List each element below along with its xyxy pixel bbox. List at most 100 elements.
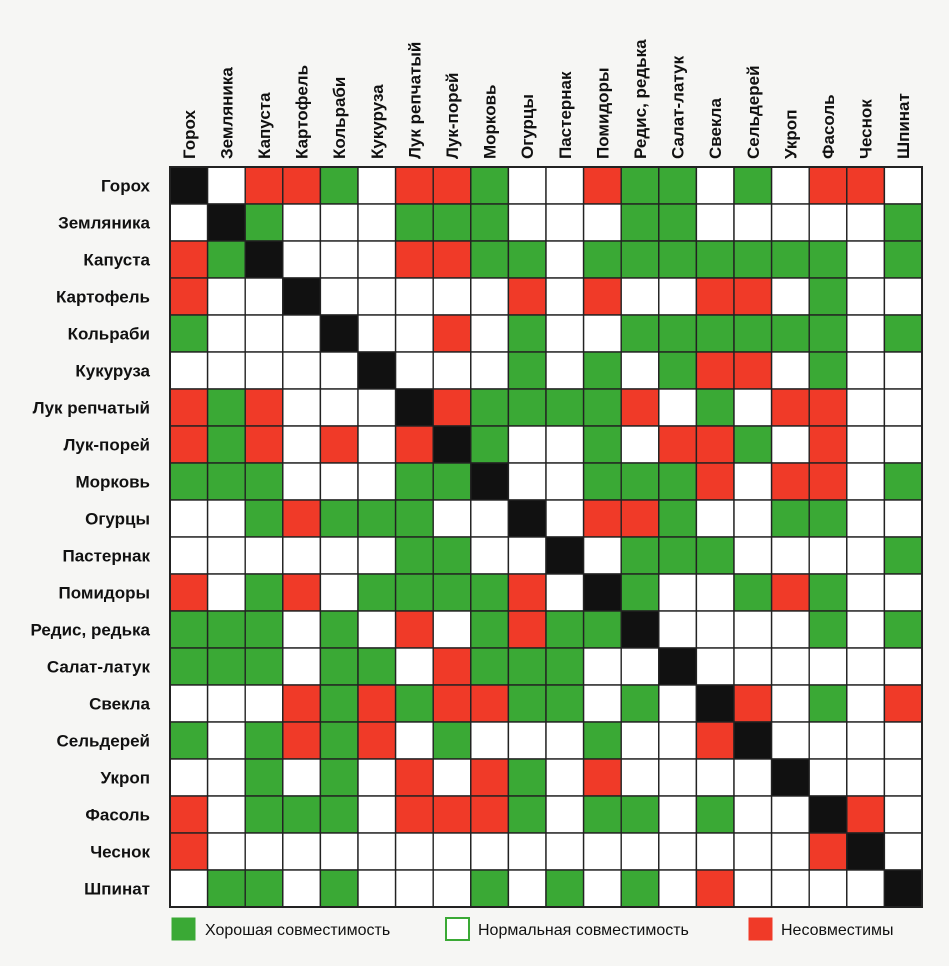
matrix-cell xyxy=(658,610,698,649)
matrix-cell xyxy=(432,573,472,612)
column-label: Фасоль xyxy=(819,94,838,159)
column-label: Земляника xyxy=(217,67,236,159)
matrix-cell xyxy=(620,314,660,353)
matrix-cell xyxy=(883,425,923,464)
matrix-cell xyxy=(770,166,810,205)
matrix-cell xyxy=(507,388,547,427)
matrix-cell xyxy=(470,647,510,686)
matrix-cell xyxy=(244,203,284,242)
matrix-cell xyxy=(282,203,322,242)
matrix-cell xyxy=(432,277,472,316)
matrix-cell xyxy=(658,684,698,723)
matrix-cell xyxy=(394,462,434,501)
column-label: Картофель xyxy=(293,65,312,159)
matrix-cell xyxy=(695,277,735,316)
matrix-cell xyxy=(733,610,773,649)
matrix-cell xyxy=(507,277,547,316)
matrix-cell xyxy=(394,832,434,871)
row-label: Салат-латук xyxy=(47,658,151,677)
legend-label: Хорошая совместимость xyxy=(205,922,390,939)
matrix-cell xyxy=(282,832,322,871)
matrix-cell xyxy=(244,832,284,871)
matrix-cell xyxy=(244,277,284,316)
matrix-cell xyxy=(582,536,622,575)
matrix-cell xyxy=(394,425,434,464)
matrix-cell xyxy=(206,573,246,612)
matrix-cell xyxy=(658,499,698,538)
legend-label: Нормальная совместимость xyxy=(478,922,689,939)
column-label: Пастернак xyxy=(556,71,575,159)
matrix-cell xyxy=(244,573,284,612)
matrix-cell xyxy=(206,795,246,834)
matrix-cell xyxy=(206,499,246,538)
matrix-cell xyxy=(319,536,359,575)
matrix-cell xyxy=(808,610,848,649)
matrix-cell xyxy=(507,869,547,908)
matrix-cell xyxy=(770,425,810,464)
matrix-cell xyxy=(770,388,810,427)
matrix-cell xyxy=(658,425,698,464)
matrix-cell xyxy=(394,314,434,353)
matrix-cell xyxy=(545,610,585,649)
matrix-cell xyxy=(770,610,810,649)
matrix-cell xyxy=(319,425,359,464)
row-label: Земляника xyxy=(58,214,150,233)
matrix-cell xyxy=(582,240,622,279)
matrix-cell xyxy=(620,610,660,649)
matrix-cell xyxy=(883,166,923,205)
matrix-cell xyxy=(282,869,322,908)
legend: Хорошая совместимость Нормальная совмести… xyxy=(171,917,894,941)
matrix-cell xyxy=(770,832,810,871)
matrix-cell xyxy=(507,166,547,205)
matrix-cell xyxy=(244,869,284,908)
matrix-cell xyxy=(695,795,735,834)
matrix-cell xyxy=(846,425,886,464)
matrix-cell xyxy=(319,684,359,723)
matrix-cell xyxy=(282,462,322,501)
matrix-cell xyxy=(394,573,434,612)
row-label: Чеснок xyxy=(90,843,150,862)
matrix-cell xyxy=(545,573,585,612)
matrix-cell xyxy=(883,832,923,871)
matrix-border xyxy=(169,166,923,908)
matrix-cell xyxy=(883,536,923,575)
matrix-cell xyxy=(695,536,735,575)
matrix-cell xyxy=(808,351,848,390)
matrix-cell xyxy=(545,166,585,205)
matrix-cell xyxy=(883,795,923,834)
matrix-cell xyxy=(244,499,284,538)
matrix-cell xyxy=(470,573,510,612)
matrix-cell xyxy=(620,277,660,316)
matrix-cell xyxy=(244,462,284,501)
matrix-cell xyxy=(432,388,472,427)
matrix-cell xyxy=(770,647,810,686)
matrix-cell xyxy=(394,610,434,649)
matrix-cell xyxy=(582,721,622,760)
matrix-cell xyxy=(282,277,322,316)
matrix-cell xyxy=(545,277,585,316)
matrix-cell xyxy=(620,647,660,686)
matrix-cell xyxy=(319,573,359,612)
matrix-cell xyxy=(507,314,547,353)
matrix-cell xyxy=(846,203,886,242)
matrix-cell xyxy=(169,647,209,686)
matrix-cell xyxy=(244,425,284,464)
matrix-cell xyxy=(770,573,810,612)
matrix-cell xyxy=(507,647,547,686)
matrix-cell xyxy=(206,832,246,871)
matrix-cell xyxy=(733,536,773,575)
matrix-cell xyxy=(319,314,359,353)
matrix-cell xyxy=(658,314,698,353)
row-label: Шпинат xyxy=(84,880,150,899)
matrix-cell xyxy=(470,166,510,205)
matrix-cell xyxy=(545,499,585,538)
matrix-cell xyxy=(620,203,660,242)
matrix-cell xyxy=(620,166,660,205)
row-label: Редис, редька xyxy=(30,621,150,640)
matrix-cell xyxy=(846,536,886,575)
matrix-cell xyxy=(620,721,660,760)
matrix-cell xyxy=(470,499,510,538)
matrix-cell xyxy=(169,610,209,649)
row-label: Огурцы xyxy=(85,510,150,529)
matrix-cell xyxy=(545,795,585,834)
